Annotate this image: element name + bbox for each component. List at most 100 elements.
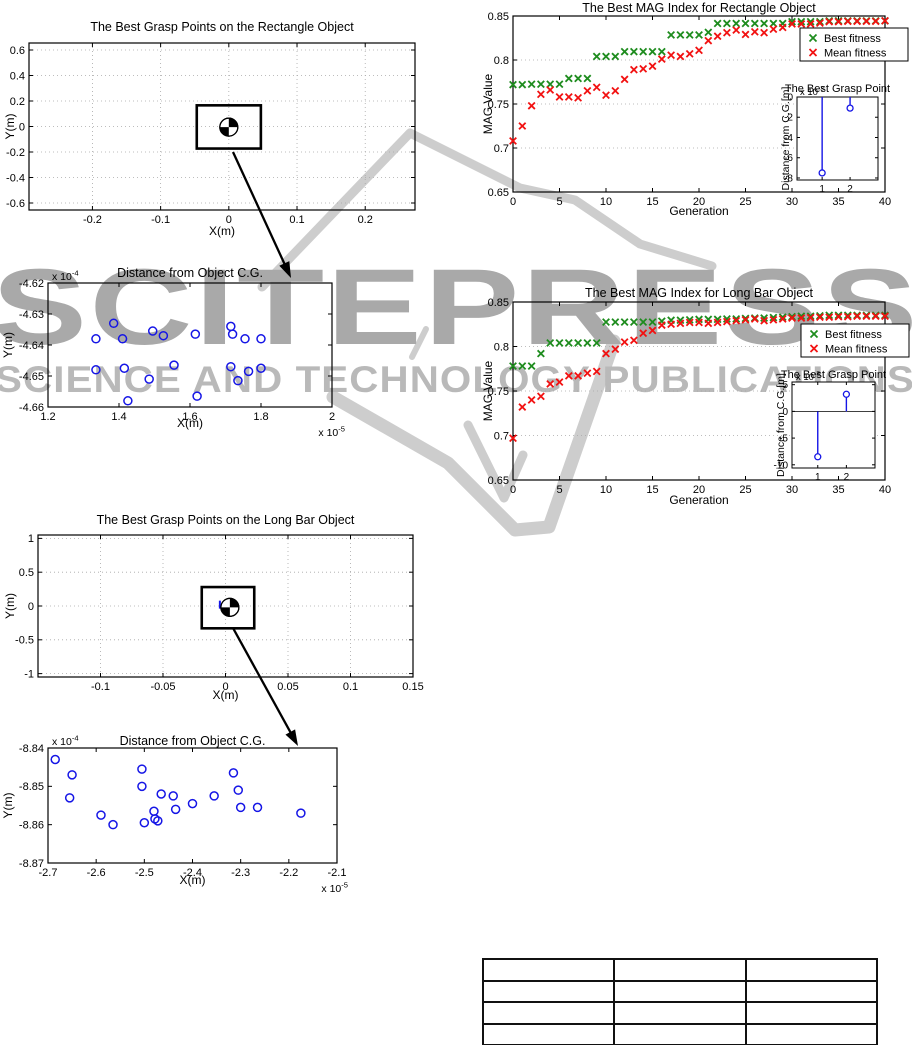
- x-marker: [574, 74, 583, 83]
- x-marker: [574, 339, 583, 347]
- data-point: [144, 374, 154, 384]
- chart-grasp-points-long-bar: -0.1 -0.05 0 0.05 0.1 0.15 -1 -0.5 0 0.5 1 The Best…: [3, 513, 424, 702]
- x-tick-label: -2.4: [183, 867, 202, 879]
- data-point: [252, 802, 263, 813]
- x-marker: [808, 48, 818, 57]
- x-marker: [564, 93, 573, 101]
- x-marker: [778, 314, 787, 323]
- table-row: [481, 979, 879, 1003]
- x-marker: [741, 19, 750, 28]
- data-point: [227, 329, 238, 339]
- x-tick-label: 0: [510, 484, 516, 496]
- x-marker: [815, 313, 824, 322]
- chart-distance-from-cg-rectangle: 1.2 1.4 1.6 1.8 2 -4.66 -4.65 -4.64 -4.63 -4.62 Di…: [1, 266, 345, 439]
- x-marker: [808, 33, 818, 43]
- data-point: [256, 363, 266, 373]
- x-marker: [834, 17, 843, 26]
- y-tick-label: -0.5: [15, 635, 34, 647]
- x-marker: [732, 316, 741, 325]
- data-point: [153, 816, 163, 826]
- x-marker: [769, 315, 778, 324]
- x-marker: [546, 80, 555, 89]
- y-axis-label: MAG Value: [481, 73, 495, 134]
- y-tick-label: 0.2: [10, 96, 25, 108]
- x-tick-label: 1.8: [253, 411, 268, 423]
- x-tick-label: -0.2: [83, 214, 102, 226]
- x-marker: [583, 74, 592, 83]
- table-row: [481, 1001, 879, 1025]
- x-marker: [592, 367, 601, 376]
- inset-best-grasp-point-rectangle: 1 2 0 -2 -4 -6 -8 The Best Grasp PointDistance …: [780, 83, 890, 195]
- inset-background: [792, 382, 875, 468]
- y-tick-label: -2: [784, 113, 793, 124]
- x-marker: [611, 345, 620, 354]
- x-marker: [509, 137, 517, 145]
- stem-marker: [818, 169, 826, 177]
- x-marker: [676, 319, 685, 328]
- x-marker: [704, 319, 713, 328]
- x-marker: [527, 101, 536, 110]
- x-marker: [555, 80, 564, 89]
- data-point: [243, 366, 254, 377]
- object-outline: [200, 585, 256, 630]
- series-mean-fitness: [509, 312, 889, 443]
- x-marker: [583, 369, 592, 378]
- x-marker: [760, 316, 769, 325]
- x-marker: [629, 336, 638, 345]
- y-axis-label: Y(m): [1, 332, 15, 358]
- x-axis-label: Generation: [669, 493, 728, 507]
- legend-box: [800, 323, 910, 358]
- x-marker: [778, 23, 787, 32]
- plot-border: [791, 381, 876, 469]
- x-marker: [527, 362, 536, 371]
- watermark-shape: [257, 128, 717, 292]
- table-row: [481, 958, 879, 982]
- x-marker: [592, 52, 601, 61]
- chart-grasp-points-rectangle: -0.2 -0.1 0 0.1 0.2 -0.6 -0.4 -0.2 0 0.2 0.4 0.6 The…: [3, 20, 416, 238]
- y-tick-label: -0.2: [6, 147, 25, 159]
- y-tick-label: 0: [787, 93, 793, 104]
- x-marker: [741, 315, 750, 324]
- x-axis-label: Generation: [669, 204, 728, 218]
- x-marker: [809, 344, 819, 353]
- x-marker: [871, 312, 880, 321]
- data-point: [91, 365, 101, 375]
- x-marker: [713, 19, 722, 28]
- x-marker: [555, 93, 564, 101]
- x-marker: [657, 321, 666, 330]
- y-axis-label: Y(m): [3, 114, 17, 140]
- stem-marker: [842, 390, 851, 398]
- x-marker: [648, 318, 657, 326]
- x-tick-label: 30: [786, 484, 798, 496]
- data-point: [170, 804, 181, 815]
- x-marker: [667, 30, 676, 39]
- x-tick-label: 1.2: [40, 411, 55, 423]
- y-tick-label: 0.65: [488, 187, 509, 199]
- x-marker: [797, 19, 806, 28]
- x-marker: [676, 52, 685, 61]
- x-tick-label: -2.6: [87, 867, 106, 879]
- x-tick-label: 5: [556, 484, 562, 496]
- x-marker: [602, 52, 610, 61]
- chart-title: The Best Grasp Points on the Long Bar Ob…: [97, 513, 355, 527]
- x-marker: [806, 312, 815, 321]
- center-of-gravity-icon: [219, 117, 239, 137]
- x-marker: [797, 312, 806, 321]
- x-marker: [611, 86, 620, 95]
- x-tick-label: 30: [786, 196, 798, 208]
- chart-title: The Best Grasp Point: [781, 369, 886, 381]
- x-marker: [769, 19, 778, 28]
- data-point: [226, 361, 236, 372]
- x-marker: [564, 371, 573, 380]
- x-marker: [741, 314, 750, 323]
- data-point: [117, 334, 128, 344]
- y-tick-label: -0.4: [6, 172, 25, 184]
- data-point: [108, 819, 118, 830]
- x-tick-label: -2.3: [231, 867, 250, 879]
- y-tick-label: 1: [28, 533, 34, 545]
- y-axis-label: MAG Value: [481, 360, 495, 421]
- x-marker: [657, 47, 666, 56]
- x-marker: [722, 19, 731, 28]
